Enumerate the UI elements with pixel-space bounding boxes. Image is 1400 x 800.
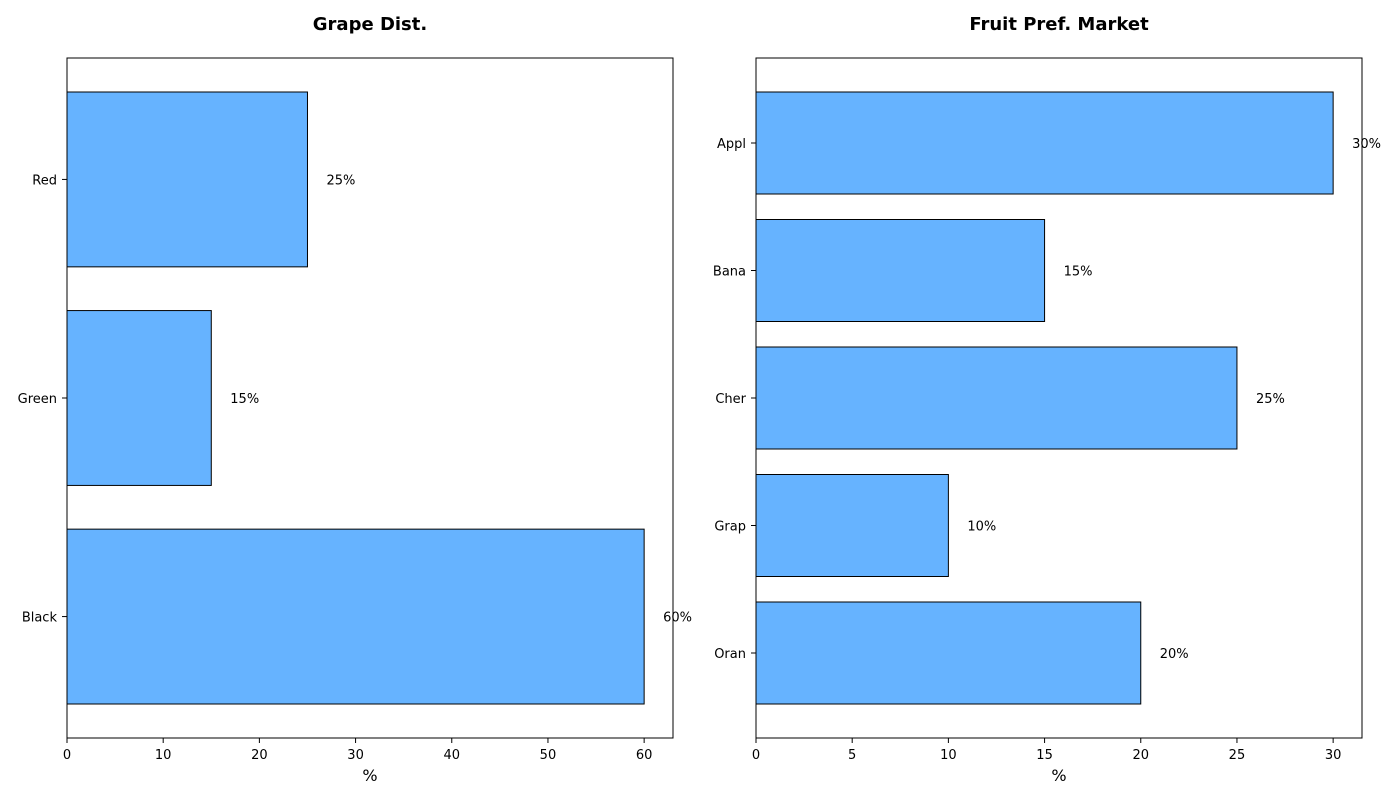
plot-frame xyxy=(66,57,674,739)
y-tick-labels: Appl Bana Cher Grap Oran xyxy=(713,137,756,662)
bar-black xyxy=(66,528,645,705)
y-tick-label: Green xyxy=(18,392,57,407)
x-tick-label: 10 xyxy=(940,748,957,763)
bar-appl xyxy=(755,91,1334,195)
x-tick-label: 30 xyxy=(347,748,364,763)
x-tick-label: 30 xyxy=(1325,748,1342,763)
bar-bana xyxy=(755,219,1046,322)
x-tick-label: 20 xyxy=(1132,748,1149,763)
data-label: 20% xyxy=(1160,647,1189,662)
y-tick-label: Bana xyxy=(713,265,746,280)
data-label: 60% xyxy=(663,611,692,626)
data-labels: 30% 15% 25% 10% 20% xyxy=(967,137,1381,662)
x-tick-label: 15 xyxy=(1036,748,1053,763)
bar-grap xyxy=(755,474,949,577)
bar-cher xyxy=(755,346,1238,450)
data-labels: 25% 15% 60% xyxy=(230,173,692,625)
x-tick-label: 20 xyxy=(251,748,268,763)
x-ticks: 0 5 10 15 20 25 30 xyxy=(752,738,1342,763)
x-tick-label: 60 xyxy=(636,748,653,763)
plot-frame xyxy=(755,57,1363,739)
y-tick-labels: Red Green Black xyxy=(18,173,67,626)
data-label: 30% xyxy=(1352,137,1381,152)
x-tick-label: 25 xyxy=(1229,748,1246,763)
data-label: 15% xyxy=(230,392,259,407)
data-label: 15% xyxy=(1064,265,1093,280)
x-axis-label: % xyxy=(1051,766,1066,785)
x-axis-label: % xyxy=(362,766,377,785)
bar-group xyxy=(755,91,1334,705)
data-label: 10% xyxy=(967,520,996,535)
chart-title: Grape Dist. xyxy=(313,14,427,35)
data-label: 25% xyxy=(1256,392,1285,407)
y-tick-label: Cher xyxy=(715,392,746,407)
bar-oran xyxy=(755,601,1142,705)
y-tick-label: Red xyxy=(32,173,57,188)
bar-group xyxy=(66,91,645,705)
chart-title: Fruit Pref. Market xyxy=(969,14,1149,35)
x-tick-label: 50 xyxy=(540,748,557,763)
bar-green xyxy=(66,310,212,486)
data-label: 25% xyxy=(326,173,355,188)
x-tick-label: 10 xyxy=(155,748,172,763)
x-tick-label: 40 xyxy=(443,748,460,763)
y-tick-label: Appl xyxy=(717,137,746,152)
x-ticks: 0 10 20 30 40 50 60 xyxy=(63,738,653,763)
x-tick-label: 0 xyxy=(752,748,760,763)
y-tick-label: Grap xyxy=(714,520,746,535)
y-tick-label: Black xyxy=(22,611,58,626)
chart-fruit-pref-market: Fruit Pref. Market ApplBanaCherGrapOran … xyxy=(713,14,1381,785)
y-tick-label: Oran xyxy=(714,647,746,662)
bar-red xyxy=(66,91,308,268)
x-tick-label: 0 xyxy=(63,748,71,763)
x-tick-label: 5 xyxy=(848,748,856,763)
